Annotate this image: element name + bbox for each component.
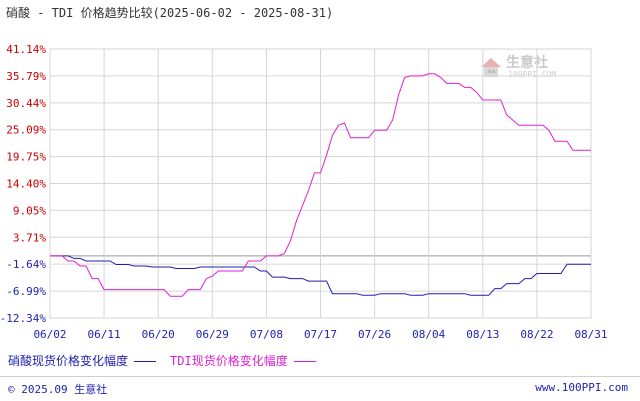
x-tick-label: 06/02 <box>33 328 66 341</box>
watermark-logo: 生意社 100PPI.COM <box>478 52 578 82</box>
legend-label-nitric: 硝酸现货价格变化幅度 <box>8 354 129 368</box>
footer: © 2025.09 生意社 www.100PPI.com <box>0 376 640 401</box>
series-line-nitric-acid <box>50 255 591 296</box>
legend-swatch-tdi <box>293 361 316 362</box>
chart-title: 硝酸 - TDI 价格趋势比较(2025-06-02 - 2025-08-31) <box>6 6 334 20</box>
y-tick-label: 25.09% <box>6 124 46 137</box>
y-tick-label: 3.71% <box>13 231 46 244</box>
watermark-name: 生意社 <box>506 55 548 71</box>
y-tick-label: 19.75% <box>6 151 46 164</box>
x-tick-label: 08/13 <box>466 328 499 341</box>
series-group <box>50 73 591 297</box>
grid <box>49 48 592 319</box>
y-tick-label: 9.05% <box>13 204 46 217</box>
x-tick-label: 08/04 <box>412 328 445 341</box>
y-tick-label: 35.79% <box>6 70 46 83</box>
x-tick-label: 06/29 <box>196 328 229 341</box>
x-tick-label: 07/17 <box>304 328 337 341</box>
x-tick-label: 08/31 <box>574 328 607 341</box>
x-tick-label: 06/20 <box>142 328 175 341</box>
y-tick-label: -1.64% <box>6 258 46 271</box>
house-logo-icon <box>481 58 501 77</box>
legend-label-tdi: TDI现货价格变化幅度 <box>170 354 288 368</box>
y-axis: 41.14% 35.79% 30.44% 25.09% 19.75% 14.40% 9.05… <box>0 43 46 325</box>
x-tick-label: 07/08 <box>250 328 283 341</box>
series-line-tdi <box>50 73 591 297</box>
y-tick-label: 41.14% <box>6 43 46 56</box>
footer-site-link[interactable]: www.100PPI.com <box>535 381 628 394</box>
footer-copyright: © 2025.09 生意社 <box>8 383 108 396</box>
x-tick-label: 06/11 <box>88 328 121 341</box>
watermark-url: 100PPI.COM <box>508 70 557 79</box>
legend-swatch-nitric <box>134 361 157 362</box>
y-tick-label: 30.44% <box>6 97 46 110</box>
x-axis: 06/02 06/11 06/20 06/29 07/08 07/17 07/26 08/04… <box>33 328 607 341</box>
chart-area: 41.14% 35.79% 30.44% 25.09% 19.75% 14.40% 9.05… <box>0 43 608 341</box>
y-tick-label: 14.40% <box>6 178 46 191</box>
x-tick-label: 07/26 <box>358 328 391 341</box>
y-tick-label: -6.99% <box>6 285 46 298</box>
x-tick-label: 08/22 <box>520 328 553 341</box>
y-tick-label: -12.34% <box>0 312 46 325</box>
legend: 硝酸现货价格变化幅度 TDI现货价格变化幅度 <box>8 352 330 369</box>
